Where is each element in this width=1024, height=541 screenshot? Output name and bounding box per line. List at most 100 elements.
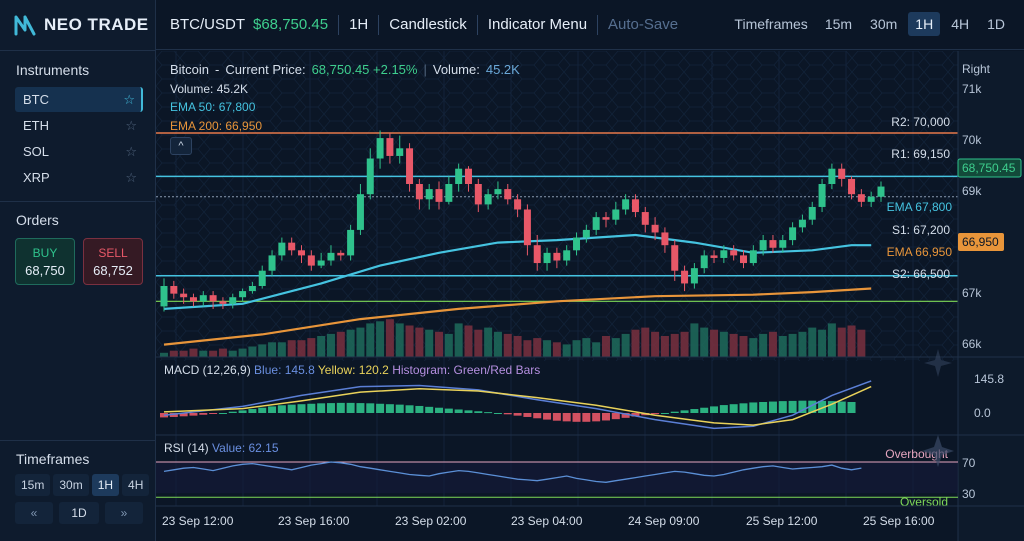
volume-bar bbox=[562, 344, 571, 357]
volume-bar bbox=[621, 333, 630, 357]
timeframe-tabs: Timeframes 15m 30m 1H 4H 1D bbox=[734, 12, 1012, 36]
macd-yellow-value: Yellow: 120.2 bbox=[317, 363, 389, 377]
candle-body bbox=[838, 168, 846, 179]
candle-body bbox=[681, 270, 689, 284]
current-price: $68,750.45 bbox=[253, 16, 329, 33]
macd-histogram-bar bbox=[218, 413, 227, 414]
macd-histogram-bar bbox=[788, 400, 797, 413]
logo[interactable]: NEO TRADE bbox=[14, 12, 149, 38]
candle-body bbox=[818, 184, 826, 207]
candle-body bbox=[798, 219, 806, 228]
indicator-menu-button[interactable]: Indicator Menu bbox=[487, 16, 588, 33]
macd-blue-line bbox=[163, 380, 872, 430]
candle-body bbox=[288, 242, 296, 251]
macd-histogram-bar bbox=[493, 413, 502, 414]
sell-button[interactable]: SELL 68,752 bbox=[83, 238, 143, 285]
macd-histogram-bar bbox=[209, 413, 218, 414]
divider bbox=[338, 14, 340, 35]
collapse-legend-button[interactable]: ^ bbox=[170, 137, 192, 155]
current-price-tag bbox=[957, 158, 1022, 178]
candle-body bbox=[631, 199, 639, 213]
star-icon[interactable]: ☆ bbox=[125, 117, 137, 133]
candle-body bbox=[700, 255, 708, 269]
legend-volume-value: 45.2K bbox=[485, 62, 520, 77]
oversold-label: Oversold bbox=[900, 495, 948, 509]
macd-histogram-bar bbox=[395, 404, 404, 413]
macd-histogram-bar bbox=[238, 410, 247, 413]
buy-button[interactable]: BUY 68,750 bbox=[15, 238, 75, 285]
tab-30m[interactable]: 30m bbox=[870, 16, 898, 32]
candle-body bbox=[582, 229, 590, 238]
interval-selector[interactable]: 1H bbox=[349, 16, 369, 33]
volume-bar bbox=[228, 350, 237, 357]
tab-4h[interactable]: 4H bbox=[951, 16, 970, 32]
tab-1h[interactable]: 1H bbox=[908, 12, 941, 36]
candle-body bbox=[199, 295, 207, 302]
x-tick: 25 Sep 12:00 bbox=[746, 514, 818, 528]
macd-histogram-bar bbox=[523, 413, 532, 417]
legend-current-value: 68,750.45 +2.15% bbox=[311, 62, 418, 77]
sidebar-tf-4h[interactable]: 4H bbox=[122, 474, 150, 496]
instrument-item-sol[interactable]: SOL ☆ bbox=[15, 139, 143, 164]
macd-signal-line bbox=[163, 385, 872, 426]
candle-body bbox=[386, 138, 394, 156]
auto-save-toggle[interactable]: Auto-Save bbox=[608, 16, 679, 33]
macd-tick-zero: 0.0 bbox=[974, 406, 991, 420]
instrument-item-xrp[interactable]: XRP ☆ bbox=[15, 165, 143, 190]
prev-button[interactable]: « bbox=[15, 502, 53, 524]
macd-histogram-bar bbox=[297, 404, 306, 413]
chart-area[interactable]: Right 71k 70k 69k 67k 66k 68,750.45 66,9… bbox=[156, 51, 1024, 541]
ema200-line bbox=[163, 287, 872, 346]
sidebar-tf-15m[interactable]: 15m bbox=[15, 474, 51, 496]
ema50-line bbox=[163, 233, 872, 310]
price-chart[interactable]: Right 71k 70k 69k 67k 66k 68,750.45 66,9… bbox=[156, 51, 1024, 541]
rsi-line bbox=[163, 461, 862, 483]
sidebar-tf-1h[interactable]: 1H bbox=[91, 474, 120, 496]
volume-bar bbox=[307, 338, 316, 357]
candle-body bbox=[307, 255, 315, 266]
candle-body bbox=[258, 270, 266, 286]
instrument-item-eth[interactable]: ETH ☆ bbox=[15, 113, 143, 138]
volume-bar bbox=[209, 350, 218, 357]
buy-price: 68,750 bbox=[25, 262, 65, 278]
macd-histogram-bar bbox=[474, 411, 483, 413]
grid bbox=[175, 51, 914, 506]
volume-bar bbox=[474, 329, 483, 357]
chart-type-selector[interactable]: Candlestick bbox=[389, 16, 467, 33]
candle-body bbox=[298, 250, 306, 256]
instrument-item-btc[interactable]: BTC ☆ bbox=[15, 87, 143, 112]
symbol-selector[interactable]: BTC/USDT bbox=[170, 16, 245, 33]
macd-histogram-bar bbox=[631, 413, 640, 417]
macd-histogram-bar bbox=[287, 404, 296, 413]
candle-body bbox=[690, 268, 698, 284]
macd-histogram-bar bbox=[513, 413, 522, 416]
candle-body bbox=[376, 138, 384, 159]
candle-body bbox=[435, 189, 443, 202]
volume-bar bbox=[651, 331, 660, 357]
divider bbox=[378, 14, 380, 35]
macd-histogram-bar bbox=[415, 405, 424, 413]
star-icon[interactable]: ☆ bbox=[123, 91, 135, 107]
volume-bar bbox=[425, 329, 434, 357]
ema200-overlay-label: EMA 200: 66,950 bbox=[170, 119, 263, 133]
candle-body bbox=[278, 242, 286, 256]
sidebar-tf-1d[interactable]: 1D bbox=[59, 502, 99, 524]
volume-bar bbox=[670, 333, 679, 357]
volume-bar bbox=[277, 342, 286, 357]
volume-bar bbox=[376, 321, 385, 357]
candle-body bbox=[170, 286, 178, 294]
candle-body bbox=[445, 184, 453, 202]
star-icon[interactable]: ☆ bbox=[125, 169, 137, 185]
price-tick-66k: 66k bbox=[962, 337, 982, 351]
volume-bar bbox=[385, 319, 394, 357]
sidebar-tf-30m[interactable]: 30m bbox=[53, 474, 89, 496]
tab-15m[interactable]: 15m bbox=[824, 16, 853, 32]
tab-1d[interactable]: 1D bbox=[987, 16, 1005, 32]
star-icon[interactable]: ☆ bbox=[125, 143, 137, 159]
s1-label: S1: 67,200 bbox=[892, 223, 950, 237]
next-button[interactable]: » bbox=[105, 502, 143, 524]
price-axis-header: Right bbox=[962, 62, 991, 76]
candle-body bbox=[337, 252, 345, 256]
candle-body bbox=[209, 295, 217, 302]
ema200-line-label: EMA 66,950 bbox=[887, 245, 953, 259]
